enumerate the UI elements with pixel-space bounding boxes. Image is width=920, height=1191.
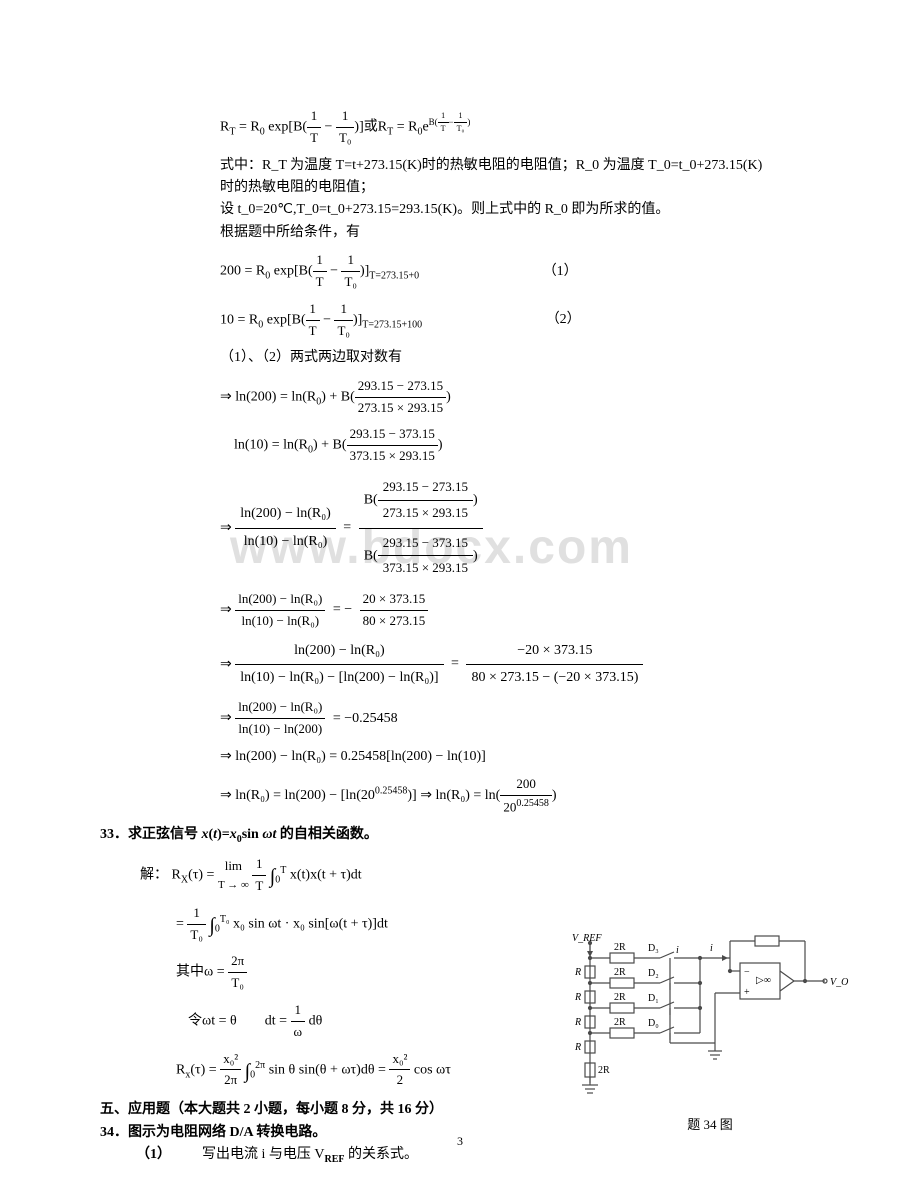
eq-6: ⇒ ln(200) − ln(R₀)ln(10) − ln(R₀) = − 20…: [220, 589, 820, 632]
eq-10: ⇒ ln(R₀) = ln(200) − [ln(200.25458)] ⇒ l…: [220, 774, 820, 818]
sol-label: 解：: [140, 868, 168, 883]
eq-3: ⇒ ln(200) = ln(R0) + B(293.15 − 273.1527…: [220, 376, 820, 419]
eq-number-1: （1）: [543, 261, 578, 283]
section-5-title: 五、应用题（本大题共 2 小题，每小题 8 分，共 16 分）: [100, 1099, 820, 1121]
svg-text:V_O: V_O: [830, 977, 848, 988]
eq-9: ⇒ ln(200) − ln(R₀) = 0.25458[ln(200) − l…: [220, 746, 820, 768]
text-line-3: 时的热敏电阻的电阻值；: [220, 177, 820, 199]
q33-title: 33．求正弦信号 x(t)=x0sin ωt 的自相关函数。: [100, 824, 820, 848]
eq-1: 200 = R0 exp[B(1T − 1T₀)]T=273.15+0 （1）: [220, 250, 820, 293]
eq-4: ln(10) = ln(R0) + B(293.15 − 373.15373.1…: [234, 424, 820, 467]
eq-number-2: （2）: [546, 309, 581, 331]
eq-2: 10 = R0 exp[B(1T − 1T₀)]T=273.15+100 （2）: [220, 299, 820, 342]
text-line-6: （1）、（2）两式两边取对数有: [220, 347, 820, 369]
eq-7: ⇒ ln(200) − ln(R₀)ln(10) − ln(R₀) − [ln(…: [220, 638, 820, 692]
q34-sub1: （1） 写出电流 i 与电压 VREF 的关系式。: [136, 1144, 820, 1168]
eq-8: ⇒ ln(200) − ln(R₀)ln(10) − ln(200) = −0.…: [220, 697, 820, 740]
solution-block: RT = R0 exp[B(1T − 1T₀)]或RT = R0eB(1T−1T…: [220, 106, 820, 818]
text-line-2: 式中：R_T 为温度 T=t+273.15(K)时的热敏电阻的电阻值；R_0 为…: [220, 155, 820, 177]
page-content: RT = R0 exp[B(1T − 1T₀)]或RT = R0eB(1T−1T…: [100, 106, 820, 1168]
text-line-4: 设 t_0=20℃,T_0=t_0+273.15=293.15(K)。则上式中的…: [220, 199, 820, 221]
formula-rt: RT = R0 exp[B(1T − 1T₀)]或RT = R0eB(1T−1T…: [220, 106, 820, 149]
q34-title: 34．图示为电阻网络 D/A 转换电路。: [100, 1122, 820, 1144]
eq-5: ⇒ ln(200) − ln(R₀)ln(10) − ln(R₀) = B(29…: [220, 473, 820, 583]
q33-solution: 解： RX(τ) = limT → ∞ 1T ∫0T x(t)x(t + τ)d…: [140, 854, 820, 1091]
text-line-5: 根据题中所给条件，有: [220, 222, 820, 244]
